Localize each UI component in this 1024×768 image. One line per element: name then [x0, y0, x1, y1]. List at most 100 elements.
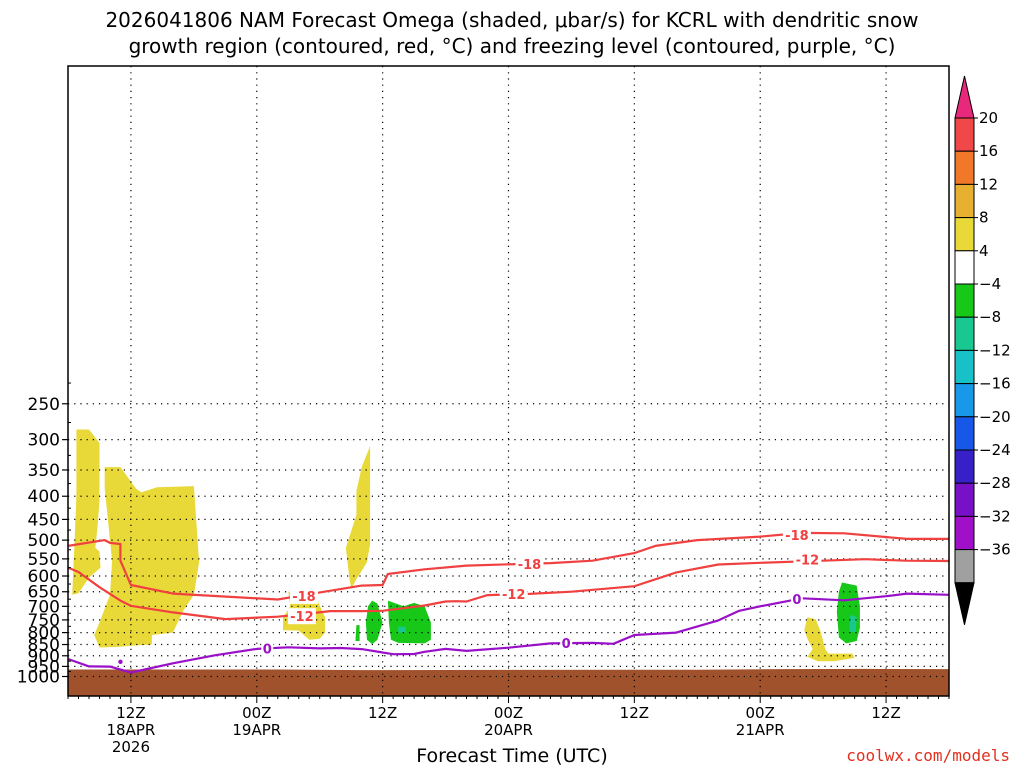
x-tick-label-42-1: 20APR	[484, 721, 533, 739]
y-tick-label-1000: 1000	[17, 668, 60, 688]
contour-label-8: 0	[792, 593, 801, 608]
x-tick-label-6-2: 2026	[112, 738, 150, 756]
contour-label-1: -18	[518, 558, 542, 573]
x-tick-label-54-0: 12Z	[620, 704, 649, 722]
omega-region-5	[365, 600, 383, 645]
x-tick-label-18-1: 19APR	[232, 721, 281, 739]
y-tick-label-650: 650	[28, 583, 60, 603]
y-tick-label-750: 750	[28, 611, 60, 631]
colorbar-box-1	[954, 117, 975, 152]
colorbar-box-13	[954, 515, 975, 551]
colorbar-box-7	[954, 316, 975, 351]
colorbar-box-14	[954, 549, 975, 584]
omega-region-0	[72, 429, 101, 595]
contour-label-bg-8	[790, 590, 803, 607]
colorbar-label-3: 8	[979, 209, 989, 227]
chart-title-line-2: growth region (contoured, red, °C) and f…	[128, 34, 896, 58]
colorbar-label-9: −20	[979, 408, 1011, 426]
y-tick-label-950: 950	[28, 657, 60, 677]
x-tick-label-6-1: 18APR	[107, 721, 156, 739]
contour-label-bg-7	[560, 635, 573, 652]
source-credit: coolwx.com/models	[846, 746, 1010, 765]
colorbar-box-8	[954, 349, 975, 385]
y-tick-label-350: 350	[28, 461, 60, 481]
colorbar-box-11	[954, 449, 975, 484]
colorbar-top-arrow	[954, 75, 975, 119]
y-tick-label-850: 850	[28, 636, 60, 656]
x-tick-label-66-0: 00Z	[746, 704, 775, 722]
contour-label-7: 0	[562, 637, 571, 652]
colorbar-label-0: 20	[979, 109, 998, 127]
contour-label-bg-2	[782, 526, 811, 543]
y-tick-label-900: 900	[28, 647, 60, 667]
omega-region-10	[849, 614, 857, 633]
colorbar-label-8: −16	[979, 375, 1011, 393]
colorbar-label-13: −36	[979, 541, 1011, 559]
contour-label-bg-1	[515, 556, 544, 573]
colorbar-label-7: −12	[979, 341, 1011, 359]
contour-label-5: -12	[796, 554, 820, 569]
colorbar-label-5: −4	[979, 275, 1001, 293]
contour-label-3: -12	[290, 610, 314, 625]
contour-label-0: -18	[292, 590, 316, 605]
contour-labels: -18 -18 -18 -12 -12 -12 0 0 0	[261, 526, 822, 657]
colorbar-box-5	[954, 250, 975, 285]
colorbar-label-2: 12	[979, 175, 998, 193]
x-tick-label-18-0: 00Z	[242, 704, 271, 722]
omega-region-6	[387, 600, 431, 644]
y-tick-label-800: 800	[28, 624, 60, 644]
colorbar-box-10	[954, 416, 975, 451]
y-axis: 250 300 350 400 4505005506006507007508008509…	[17, 382, 71, 688]
contour-label-2: -18	[785, 529, 809, 544]
colorbar-label-10: −24	[979, 441, 1011, 459]
contour-dgz_minus12	[68, 558, 949, 621]
colorbar-box-9	[954, 383, 975, 418]
y-tick-label-500: 500	[28, 531, 60, 551]
contour-label-bg-4	[499, 586, 528, 603]
y-tick-label-450: 450	[28, 510, 60, 530]
x-tick-label-42-0: 00Z	[494, 704, 523, 722]
colorbar: 20 16 12 8 4 −4 −8 −12 −16 −20 −24 −28 −32 −36	[954, 75, 1011, 625]
contour-label-4: -12	[502, 588, 526, 603]
y-tick-label-700: 700	[28, 597, 60, 617]
freezing-level-dot	[118, 659, 123, 664]
y-tick-label-300: 300	[28, 431, 60, 451]
contour-label-bg-5	[793, 551, 822, 568]
colorbar-box-3	[954, 183, 975, 219]
omega-region-1	[94, 467, 200, 648]
y-tick-label-400: 400	[28, 487, 60, 507]
colorbar-bottom-arrow	[954, 582, 975, 625]
omega-region-4	[355, 625, 360, 641]
colorbar-box-6	[954, 283, 975, 318]
colorbar-label-4: 4	[979, 242, 989, 260]
contour-label-bg-6	[261, 640, 274, 657]
colorbar-box-4	[954, 217, 975, 252]
contour-label-6: 0	[263, 642, 272, 657]
contour-freezing_level	[68, 592, 949, 674]
x-tick-label-78-0: 12Z	[871, 704, 900, 722]
omega-region-7	[398, 626, 406, 633]
colorbar-label-12: −32	[979, 507, 1011, 525]
y-tick-label-600: 600	[28, 567, 60, 587]
colorbar-label-1: 16	[979, 142, 998, 160]
omega-shading	[72, 429, 860, 662]
contour-dgz_minus18	[68, 531, 949, 601]
contour-label-bg-3	[287, 608, 316, 625]
omega-region-3	[345, 446, 371, 589]
ground-layer	[68, 668, 949, 696]
ground	[68, 668, 949, 696]
colorbar-label-6: −8	[979, 308, 1001, 326]
y-tick-label-550: 550	[28, 550, 60, 570]
colorbar-label-11: −28	[979, 474, 1011, 492]
colorbar-box-2	[954, 150, 975, 185]
contours	[68, 531, 949, 674]
x-axis-label: Forecast Time (UTC)	[416, 745, 608, 767]
omega-region-8	[804, 617, 855, 662]
colorbar-box-12	[954, 482, 975, 517]
contour-label-bg-0	[289, 587, 318, 604]
chart-title-line-1: 2026041806 NAM Forecast Omega (shaded, μ…	[105, 8, 919, 32]
x-tick-label-30-0: 12Z	[368, 704, 397, 722]
x-tick-label-6-0: 12Z	[116, 704, 145, 722]
